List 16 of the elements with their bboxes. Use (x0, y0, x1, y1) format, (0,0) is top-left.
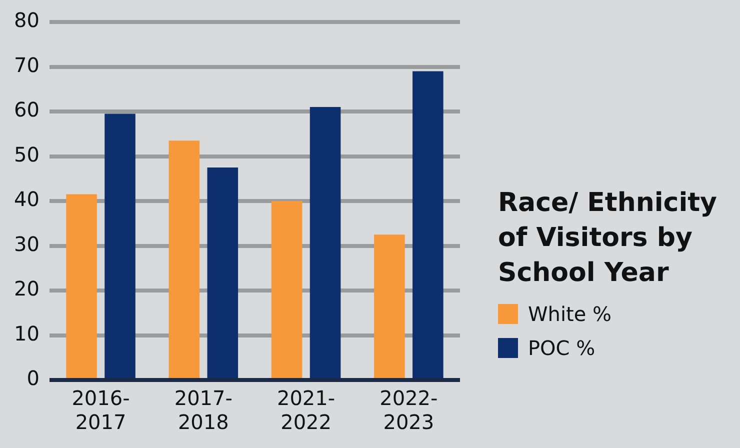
y-tick-label: 50 (14, 142, 40, 166)
text: Race/ Ethnicity of Visitors by School Year (498, 187, 718, 290)
x-tick-label: 2021-2022 (276, 386, 336, 434)
y-tick-label: 80 (14, 8, 40, 32)
y-tick-label: 10 (14, 321, 40, 346)
y-tick-label: 20 (14, 276, 40, 301)
y-tick-label: 0 (26, 366, 40, 390)
y-tick-label: 40 (14, 187, 40, 212)
legend-label: White % (528, 302, 612, 326)
x-tick-label: 2016-2017 (72, 386, 130, 434)
legend-label: POC % (528, 336, 596, 360)
y-tick-label: 60 (14, 98, 40, 122)
x-tick-label: 2017-2018 (174, 386, 232, 434)
y-tick-label: 30 (14, 232, 40, 256)
x-tick-label: 2022-2023 (380, 386, 438, 434)
y-tick-label: 70 (14, 52, 40, 77)
